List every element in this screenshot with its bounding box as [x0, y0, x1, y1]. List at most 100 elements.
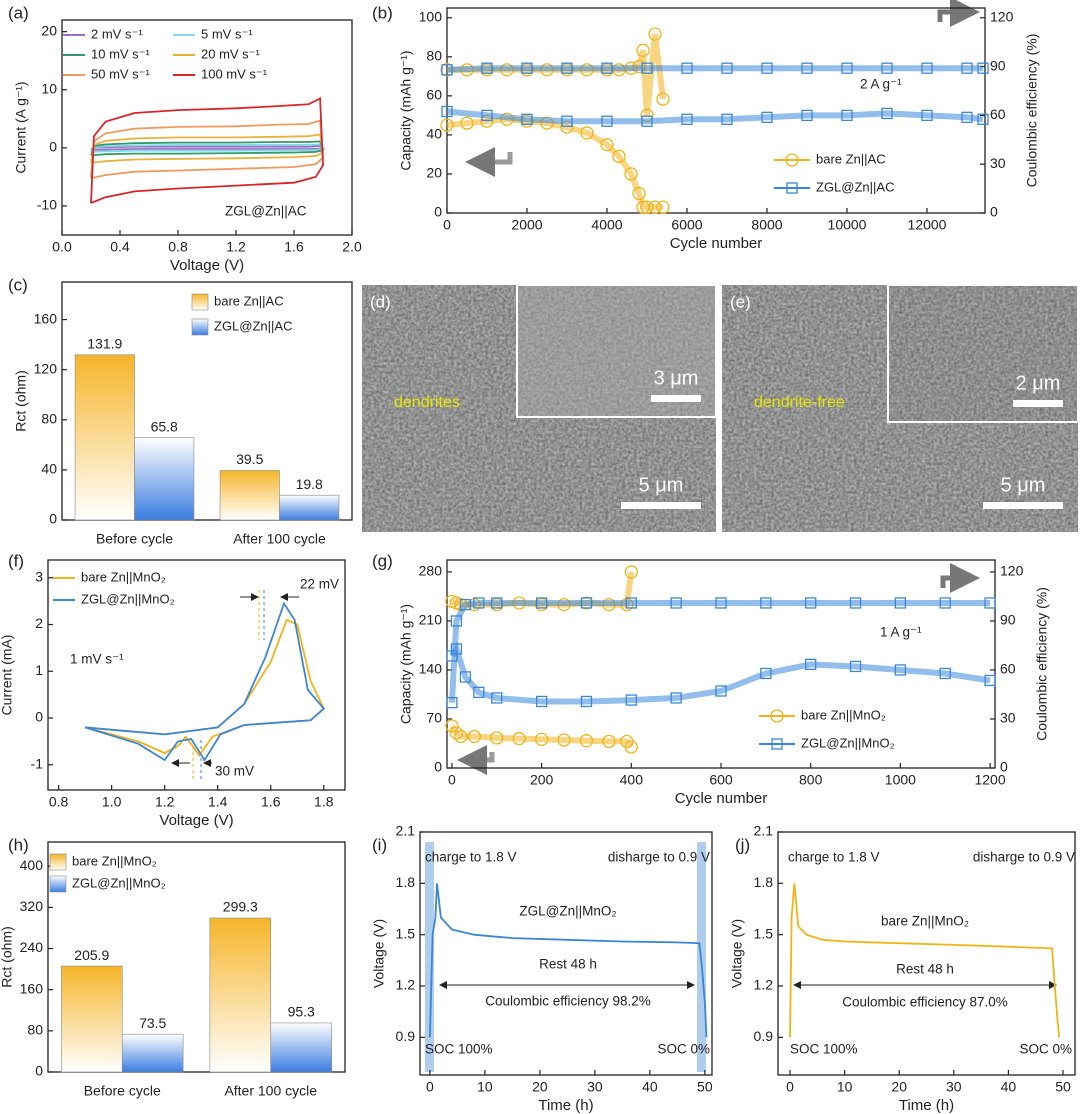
marker — [785, 153, 799, 167]
legend-label: 100 mV s⁻¹ — [201, 66, 268, 81]
marker — [656, 200, 670, 214]
x-tick-label: 0.4 — [110, 239, 130, 255]
marker — [670, 692, 682, 704]
marker — [602, 734, 616, 749]
y-tick-label: 2 — [35, 615, 43, 631]
x-tick-label: 1200 — [974, 772, 1005, 788]
marker — [624, 167, 638, 181]
marker — [535, 695, 548, 708]
x-tick-label: 20 — [891, 1079, 907, 1095]
bar — [61, 965, 123, 1073]
marker — [446, 696, 458, 709]
x-tick-label: 10000 — [828, 217, 867, 233]
marker — [580, 695, 593, 708]
plot-frame — [61, 281, 353, 521]
marker — [459, 598, 472, 611]
annotation: bare Zn||MnO₂ — [881, 914, 969, 929]
y2-tick-label: 0 — [1000, 759, 1008, 775]
marker — [512, 731, 526, 746]
bar — [219, 470, 280, 521]
marker — [467, 729, 482, 744]
plot-frame — [446, 7, 986, 214]
annotation: Rest 48 h — [539, 957, 597, 972]
scale-bar — [621, 502, 701, 509]
series-line — [429, 883, 708, 1038]
annotation: SOC 0% — [657, 1042, 710, 1057]
x-tick-label: 400 — [620, 772, 644, 788]
marker — [894, 597, 907, 609]
bar-value-label: 205.9 — [74, 947, 109, 963]
y-tick-label: 240 — [20, 939, 44, 955]
marker — [681, 113, 693, 125]
plot-frame — [47, 841, 346, 1073]
y-tick-label: 1.8 — [396, 874, 416, 890]
panel: (g)0 200 400 600 800 1000 12000701402102800306… — [372, 551, 1050, 806]
x-tick-label: 1.6 — [284, 239, 304, 255]
marker — [648, 27, 662, 41]
marker — [760, 667, 772, 680]
image-caption: dendrites — [394, 394, 460, 411]
marker — [881, 107, 893, 120]
marker — [561, 115, 573, 127]
marker — [984, 597, 996, 609]
marker — [481, 62, 493, 74]
y-axis-label: Rct (ohm) — [0, 926, 15, 987]
y-tick-label: 10 — [41, 80, 57, 96]
panel: (h) 0 80 160 240 320 400 Rct (ohm) Before cycle 2… — [0, 835, 346, 1099]
marker — [440, 118, 454, 132]
marker — [445, 719, 459, 733]
y2-tick-label: 120 — [990, 8, 1014, 24]
x-tick-label: 1000 — [885, 772, 916, 788]
y-tick-label: 0 — [49, 511, 57, 527]
series-line — [84, 601, 326, 762]
marker — [681, 62, 693, 74]
series-band — [448, 600, 991, 703]
y2-tick-label: 90 — [1000, 612, 1016, 628]
series-band — [449, 724, 634, 749]
marker — [450, 615, 463, 627]
x-tick-label: 1.6 — [261, 794, 281, 810]
x-tick-label: 0 — [443, 217, 451, 233]
x-tick-label: 40 — [1001, 1079, 1017, 1095]
x-tick-label: 0 — [426, 1079, 434, 1095]
sem-image: (e) dendrite-free 2 μm 5 μm — [722, 284, 1079, 532]
marker — [580, 126, 594, 140]
y-tick-label: 320 — [20, 898, 44, 914]
marker — [534, 732, 549, 746]
x-tick-label: 1.2 — [226, 239, 246, 255]
legend-label: 10 mV s⁻¹ — [91, 46, 151, 61]
legend-swatch — [49, 875, 67, 893]
panel: (b) 0 2000 4000 6000 8000 10000 12000 0 20 40 60 80 1… — [372, 3, 1040, 251]
marker — [939, 667, 951, 680]
y-axis-label: Current (mA) — [0, 635, 15, 716]
panel-label: (a) — [8, 3, 29, 22]
marker — [601, 115, 613, 127]
marker — [601, 62, 613, 74]
annotation: SOC 100% — [425, 1042, 493, 1057]
annotation: Coulombic efficiency 87.0% — [842, 995, 1008, 1010]
marker — [579, 734, 594, 748]
shaded-band — [425, 842, 434, 1072]
series-band — [449, 641, 991, 705]
x-tick-label: 50 — [1055, 1079, 1071, 1095]
x-tick-label: 2.0 — [342, 239, 362, 255]
inset-texture — [518, 286, 715, 416]
y-tick-label: 70 — [426, 710, 442, 726]
marker — [624, 565, 638, 579]
marker — [977, 62, 989, 74]
marker — [636, 43, 650, 57]
annotation: ZGL@Zn||AC — [225, 204, 307, 219]
series-band — [446, 65, 983, 73]
y-tick-label: 0 — [434, 759, 442, 775]
sem-image: (d) dendrites 3 μm 5 μm — [362, 284, 717, 532]
annotation: SOC 0% — [1019, 1042, 1072, 1057]
marker — [561, 62, 573, 74]
marker — [441, 64, 453, 76]
legend-swatch — [191, 293, 209, 311]
annotation: ZGL@Zn||MnO₂ — [519, 904, 616, 919]
x-tick-label: 50 — [697, 1079, 713, 1095]
marker — [632, 186, 646, 201]
y-tick-label: -10 — [37, 197, 57, 213]
x-tick-label: After 100 cycle — [233, 531, 326, 547]
